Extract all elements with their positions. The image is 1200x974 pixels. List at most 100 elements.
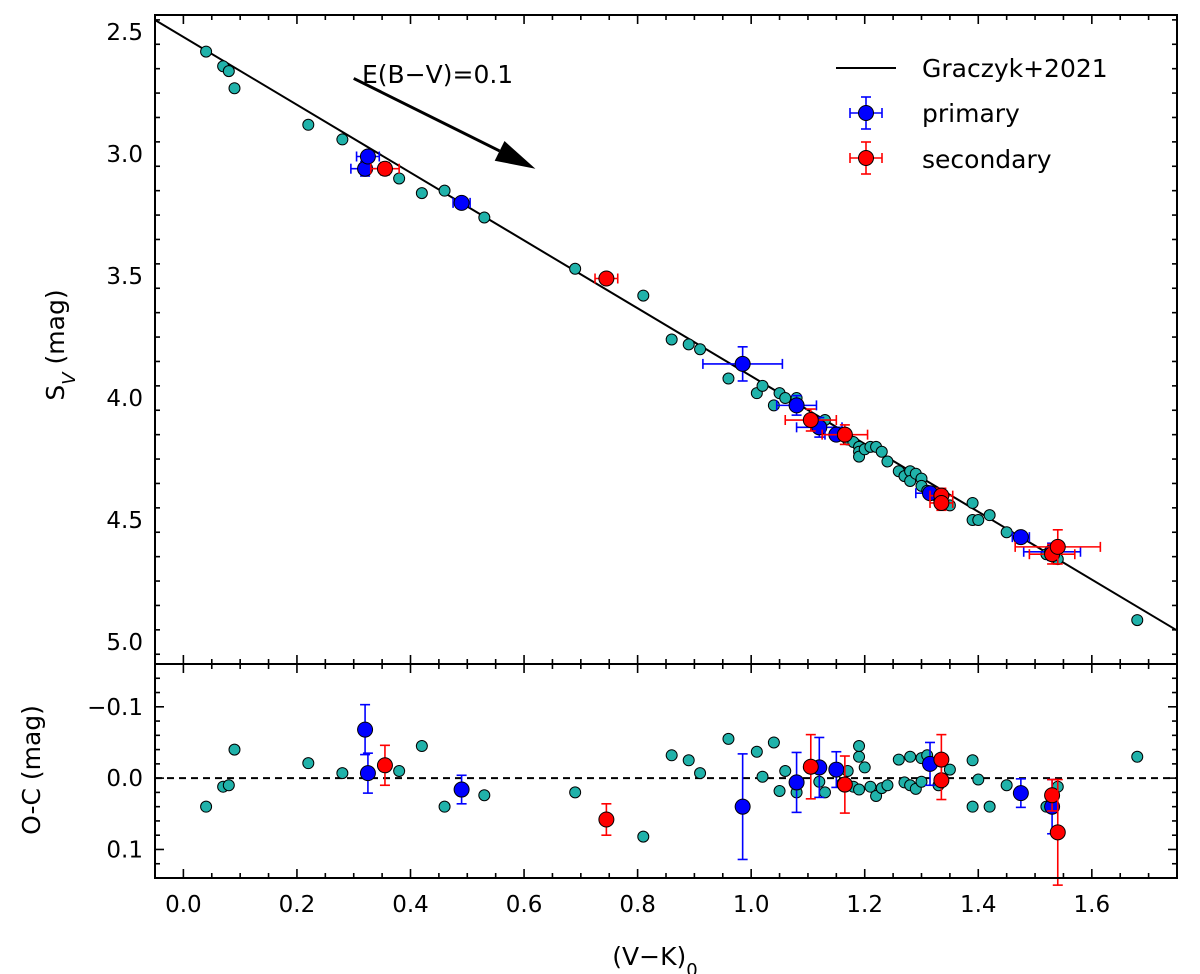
primary-point	[734, 355, 751, 372]
primary-point	[359, 148, 376, 165]
calibration-point	[966, 496, 979, 509]
calibration-point	[756, 379, 769, 392]
legend-secondary-swatch	[849, 141, 883, 175]
primary-residual-point	[359, 765, 376, 782]
calibration-residual-point	[943, 763, 956, 776]
calibration-point	[200, 45, 213, 58]
calibration-point	[228, 82, 241, 95]
calibration-point	[875, 445, 888, 458]
bottom-y-axis-label: O-C (mag)	[17, 705, 46, 835]
calibration-residual-point	[637, 830, 650, 843]
secondary-point	[836, 426, 853, 443]
secondary-point	[1049, 538, 1066, 555]
calibration-residual-point	[438, 800, 451, 813]
reddening-annotation: E(B−V)=0.1	[353, 60, 536, 169]
calibration-point	[438, 184, 451, 197]
secondary-point	[933, 494, 950, 511]
calibration-point	[682, 338, 695, 351]
primary-residual-point	[357, 721, 374, 738]
bottom-panel-frame	[154, 663, 1178, 879]
x-tick-label: 0.0	[165, 892, 202, 918]
bottom-y-tick-label: 0.0	[106, 766, 143, 792]
calibration-point	[694, 343, 707, 356]
calibration-residual-point	[864, 780, 877, 793]
calibration-residual-point	[569, 786, 582, 799]
calibration-residual-point	[200, 800, 213, 813]
calibration-point	[415, 187, 428, 200]
calibration-residual-point	[682, 754, 695, 767]
top-panel: 2.5 3.0 3.5 4.0 4.5 5.0	[106, 14, 1178, 665]
secondary-residual-point	[376, 757, 393, 774]
top-y-tick-label: 2.5	[106, 20, 143, 46]
calibration-point	[393, 172, 406, 185]
secondary-point	[802, 412, 819, 429]
calibration-residual-point	[222, 779, 235, 792]
calibration-residual-point	[966, 754, 979, 767]
primary-residual-point	[453, 781, 470, 798]
calibration-point	[972, 514, 985, 527]
reddening-label: E(B−V)=0.1	[362, 60, 513, 89]
calibration-residual-point	[302, 757, 315, 770]
reddening-arrow-head	[494, 141, 536, 169]
calibration-residual-point	[665, 749, 678, 762]
x-axis-label: (V−K)0	[612, 942, 697, 974]
primary-residual-point	[1012, 785, 1029, 802]
x-tick-label: 0.6	[506, 892, 543, 918]
bottom-panel: 0.0 0.2 0.4 0.6 0.8 1.0 1.2 1.4 1.6 −0.1 0.0 0.1	[87, 663, 1178, 918]
calibration-residual-point	[983, 800, 996, 813]
top-y-tick-label: 3.0	[106, 142, 143, 168]
calibration-residual-point	[1000, 779, 1013, 792]
calibration-residual-point	[881, 779, 894, 792]
calibration-point	[665, 333, 678, 346]
calibration-residual-point	[858, 761, 871, 774]
legend: Graczyk+2021 primary secondary	[836, 54, 1108, 175]
secondary-residual-point	[1044, 787, 1061, 804]
x-axis-label-main: (V−K)	[612, 942, 686, 971]
x-tick-label: 0.2	[279, 892, 316, 918]
primary-residual-point	[734, 798, 751, 815]
calibration-point	[222, 65, 235, 78]
calibration-point	[1000, 526, 1013, 539]
calibration-residual-point	[904, 750, 917, 763]
secondary-residual-point	[802, 758, 819, 775]
calibration-point	[478, 211, 491, 224]
bottom-y-tick-label: 0.1	[106, 837, 143, 863]
calibration-residual-point	[767, 736, 780, 749]
secondary-point	[598, 270, 615, 287]
calibration-residual-point	[972, 773, 985, 786]
top-y-tick-label: 4.0	[106, 386, 143, 412]
calibration-residual-point	[966, 800, 979, 813]
top-y-axis-label: SV (mag)	[41, 289, 80, 400]
calibration-point	[336, 133, 349, 146]
calibration-point	[881, 455, 894, 468]
calibration-residual-point	[393, 765, 406, 777]
calibration-residual-point	[853, 750, 866, 763]
calibration-residual-point	[478, 789, 491, 802]
top-y-tick-label: 5.0	[106, 630, 143, 656]
primary-residual-point	[828, 761, 845, 778]
legend-primary-marker	[858, 105, 874, 121]
x-tick-label: 0.4	[392, 892, 429, 918]
top-y-tick-label: 3.5	[106, 264, 143, 290]
calibration-residual-point	[892, 753, 905, 766]
calibration-residual-point	[915, 775, 928, 788]
secondary-residual-point	[836, 776, 853, 793]
calibration-point	[569, 262, 582, 275]
reddening-arrow-shaft	[353, 77, 501, 153]
bottom-y-tick-label: −0.1	[87, 695, 143, 721]
legend-primary-swatch	[849, 96, 883, 130]
legend-label-secondary: secondary	[922, 145, 1052, 174]
calibration-point	[302, 118, 315, 131]
x-tick-label: 1.4	[960, 892, 997, 918]
calibration-residual-point	[779, 765, 792, 777]
calibration-residual-point	[1131, 750, 1144, 763]
top-y-axis-label-main: S	[41, 385, 70, 401]
calibration-residual-point	[415, 740, 428, 753]
calibration-residual-point	[773, 784, 786, 797]
top-y-axis-label-sub: V	[59, 371, 80, 385]
primary-point	[1012, 529, 1029, 546]
calibration-residual-point	[228, 743, 241, 756]
top-y-tick-label: 4.5	[106, 508, 143, 534]
x-tick-label: 1.6	[1074, 892, 1111, 918]
